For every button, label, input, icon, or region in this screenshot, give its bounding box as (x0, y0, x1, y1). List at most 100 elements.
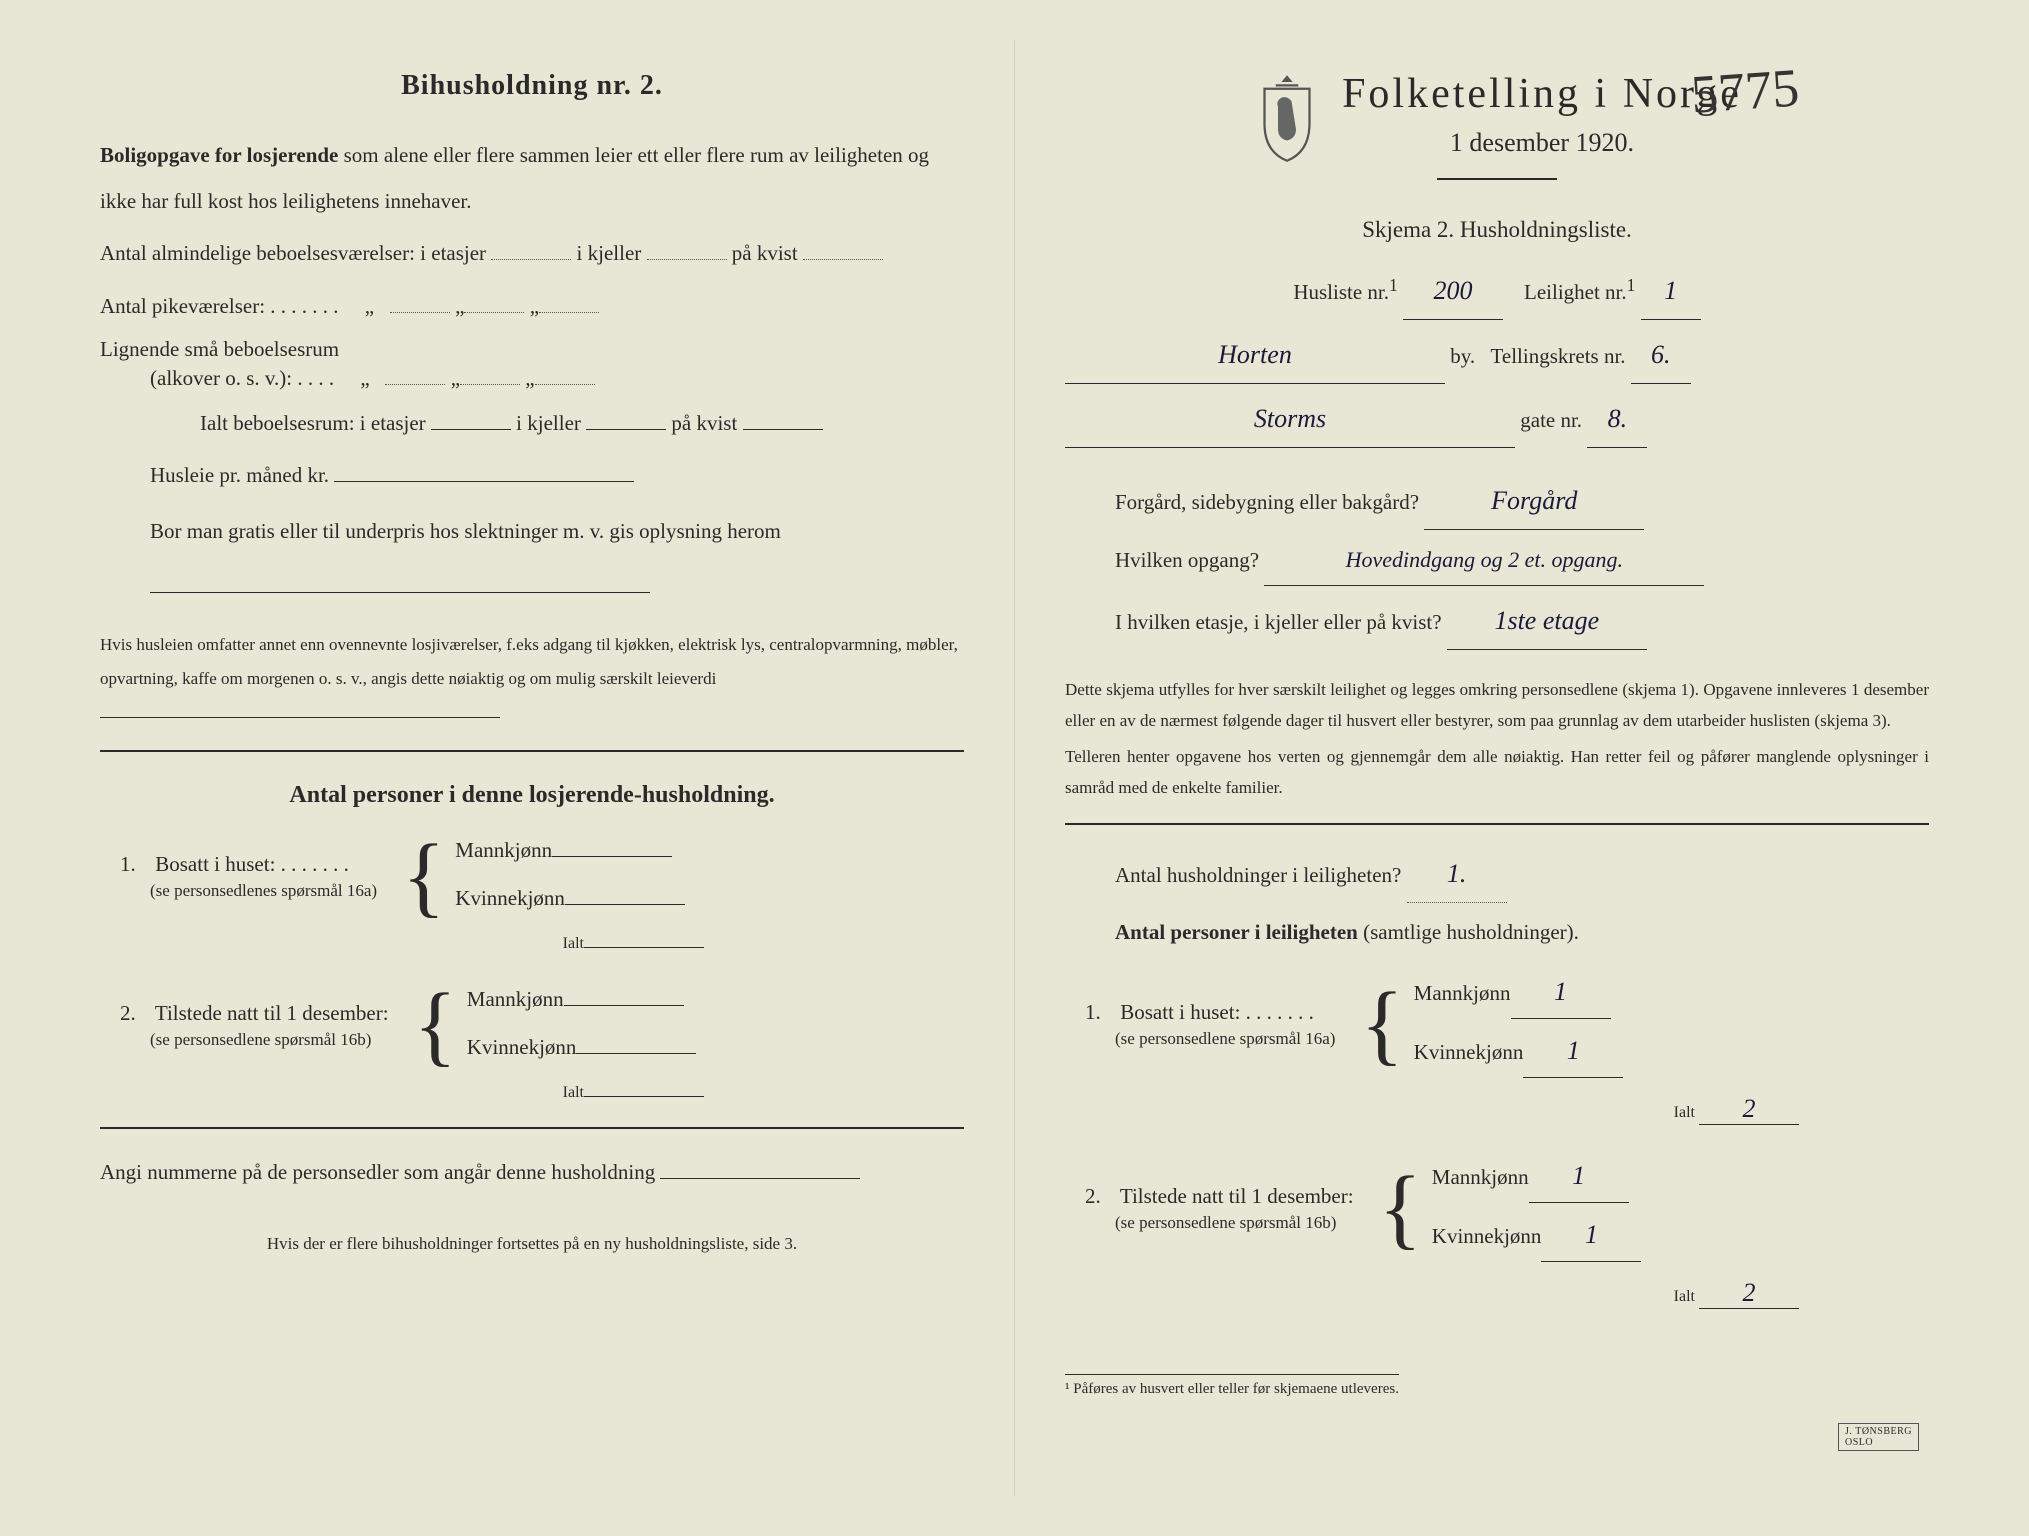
divider (100, 750, 964, 752)
left-item2-sub: (se personsedlene spørsmål 16b) (120, 1030, 371, 1049)
husliste-line: Husliste nr.1 200 Leilighet nr.1 1 (1065, 262, 1929, 320)
right-1-ialt: 2 (1699, 1094, 1799, 1125)
by-value: Horten (1065, 326, 1445, 384)
right-page: 5775 Folketelling i Norge 1 desember 192… (1015, 40, 1979, 1496)
lignende-label1: Lignende små beboelsesrum (100, 337, 339, 361)
gate-line: Storms gate nr. 8. (1065, 390, 1929, 448)
printer-stamp: J. TØNSBERGOSLO (1838, 1423, 1919, 1451)
lignende-label2: (alkover o. s. v.): . . . . (100, 366, 334, 390)
left-person-list: 1. Bosatt i huset: . . . . . . . (se per… (100, 829, 964, 1102)
rooms-label: Antal almindelige beboelsesværelser: i e… (100, 241, 486, 265)
etasje-line: I hvilken etasje, i kjeller eller på kvi… (1065, 592, 1929, 650)
intro-bold: Boligopgave for losjerende (100, 143, 338, 167)
right-item-1: 1. Bosatt i huset: . . . . . . . (se per… (1085, 966, 1929, 1125)
leilighet-label: Leilighet nr. (1524, 280, 1627, 304)
left-1-ialt (584, 947, 704, 948)
rooms-kvist (803, 259, 883, 260)
etasje-q: I hvilken etasje, i kjeller eller på kvi… (1115, 610, 1442, 634)
ialt-etasjer (431, 429, 511, 430)
mann-label: Mannkjønn (1432, 1165, 1529, 1189)
footnote: ¹ Påføres av husvert eller teller før sk… (1065, 1374, 1399, 1398)
right-2-kvinne: 1 (1541, 1209, 1641, 1262)
kvinne-label: Kvinnekjønn (1432, 1224, 1542, 1248)
left-footer: Hvis der er flere bihusholdninger fortse… (100, 1225, 964, 1262)
pike-label: Antal pikeværelser: . . . . . . . (100, 294, 339, 318)
forgard-line: Forgård, sidebygning eller bakgård? Forg… (1065, 472, 1929, 530)
left-2-ialt (584, 1096, 704, 1097)
right-person-list: 1. Bosatt i huset: . . . . . . . (se per… (1065, 966, 1929, 1309)
ialt-kvist-label: på kvist (671, 411, 737, 435)
intro-paragraph: Boligopgave for losjerende som alene ell… (100, 132, 964, 224)
rooms-etasjer (491, 259, 571, 260)
right-item-2: 2. Tilstede natt til 1 desember: (se per… (1085, 1150, 1929, 1309)
brace-icon: { (392, 841, 455, 913)
husliste-value: 200 (1403, 262, 1503, 320)
right-1-mann: 1 (1511, 966, 1611, 1019)
left-page: Bihusholdning nr. 2. Boligopgave for los… (50, 40, 1015, 1496)
divider (1065, 823, 1929, 825)
opgang-a: Hovedindgang og 2 et. opgang. (1264, 536, 1704, 585)
antal-hush-line: Antal husholdninger i leiligheten? 1. (1065, 845, 1929, 903)
brace-icon: { (1350, 989, 1413, 1061)
right-item2-label: Tilstede natt til 1 desember: (1120, 1184, 1354, 1208)
angi-value (660, 1178, 860, 1179)
antal-hush-q: Antal husholdninger i leiligheten? (1115, 863, 1401, 887)
opgang-line: Hvilken opgang? Hovedindgang og 2 et. op… (1065, 536, 1929, 585)
ialt-kjeller-label: i kjeller (516, 411, 581, 435)
etasje-a: 1ste etage (1447, 592, 1647, 650)
gratis-label: Bor man gratis eller til underpris hos s… (150, 519, 781, 543)
gratis-line: Bor man gratis eller til underpris hos s… (100, 504, 964, 613)
kvist-label: på kvist (732, 241, 798, 265)
right-2-mann: 1 (1529, 1150, 1629, 1203)
ialt-rooms-label: Ialt beboelsesrum: i etasjer (200, 411, 426, 435)
antal-pers-sub: (samtlige husholdninger). (1363, 920, 1579, 944)
krets-value: 6. (1631, 326, 1691, 384)
left-item-1: 1. Bosatt i huset: . . . . . . . (se per… (120, 829, 964, 953)
skjema-line: Skjema 2. Husholdningsliste. (1065, 205, 1929, 256)
pike-etasjer (390, 312, 450, 313)
left-2-kvinne (576, 1053, 696, 1054)
krets-label: Tellingskrets nr. (1491, 344, 1626, 368)
brace-icon: { (404, 990, 467, 1062)
brace-icon: { (1369, 1173, 1432, 1245)
gate-label: gate nr. (1520, 408, 1582, 432)
left-1-mann (552, 856, 672, 857)
kvinne-label: Kvinnekjønn (1414, 1040, 1524, 1064)
ialt-rooms-line: Ialt beboelsesrum: i etasjer i kjeller p… (100, 400, 964, 446)
right-1-kvinne: 1 (1523, 1025, 1623, 1078)
lign-etasjer (385, 384, 445, 385)
left-item-2: 2. Tilstede natt til 1 desember: (se per… (120, 978, 964, 1102)
gate-nr-value: 8. (1587, 390, 1647, 448)
by-line: Horten by. Tellingskrets nr. 6. (1065, 326, 1929, 384)
husleie-value (334, 481, 634, 482)
pike-line: Antal pikeværelser: . . . . . . . „ „ „ (100, 283, 964, 329)
gate-value: Storms (1065, 390, 1515, 448)
antal-pers-title: Antal personer i leiligheten (1115, 920, 1358, 944)
hvis-text: Hvis husleien omfatter annet enn ovennev… (100, 635, 958, 688)
left-item2-label: Tilstede natt til 1 desember: (155, 1001, 389, 1025)
mann-label: Mannkjønn (467, 987, 564, 1011)
left-1-kvinne (565, 904, 685, 905)
title-rule (1437, 178, 1557, 180)
forgard-q: Forgård, sidebygning eller bakgård? (1115, 490, 1419, 514)
husleie-label: Husleie pr. måned kr. (150, 463, 329, 487)
right-item1-sub: (se personsedlene spørsmål 16a) (1085, 1029, 1335, 1048)
kvinne-label: Kvinnekjønn (467, 1035, 577, 1059)
gratis-value (150, 592, 650, 593)
pike-kjeller (464, 312, 524, 313)
instructions-para1: Dette skjema utfylles for hver særskilt … (1065, 675, 1929, 736)
kvinne-label: Kvinnekjønn (455, 886, 565, 910)
pike-kvist (539, 312, 599, 313)
instructions-para2: Telleren henter opgavene hos verten og g… (1065, 742, 1929, 803)
ialt-label: Ialt (1674, 1288, 1695, 1305)
kjeller-label: i kjeller (577, 241, 642, 265)
right-item2-sub: (se personsedlene spørsmål 16b) (1085, 1213, 1336, 1232)
right-2-ialt: 2 (1699, 1278, 1799, 1309)
lign-kvist (535, 384, 595, 385)
rooms-kjeller (647, 259, 727, 260)
left-section2-title: Antal personer i denne losjerende-hushol… (100, 782, 964, 809)
ialt-kjeller (586, 429, 666, 430)
angi-label: Angi nummerne på de personsedler som ang… (100, 1160, 655, 1184)
antal-pers-title-line: Antal personer i leiligheten (samtlige h… (1065, 909, 1929, 955)
mann-label: Mannkjønn (1414, 981, 1511, 1005)
